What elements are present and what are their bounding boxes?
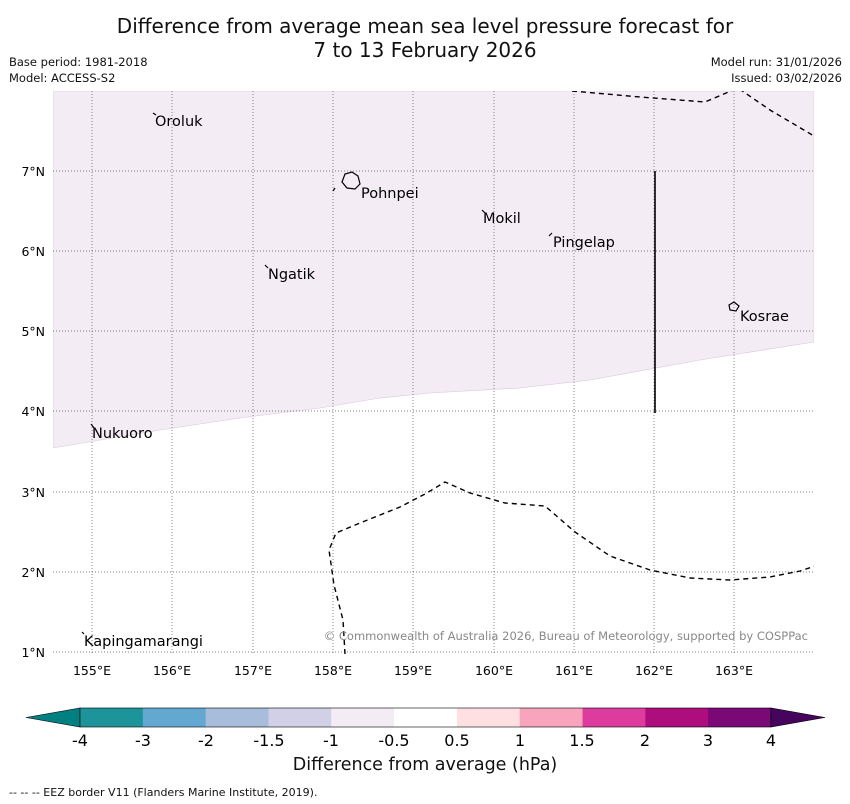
place-label: Nukuoro [92,426,153,442]
colorbar-extend-low [25,707,81,728]
colorbar-swatch [331,708,395,727]
meta-left: Base period: 1981-2018 Model: ACCESS-S2 [9,54,148,86]
lon-label: 161°E [555,663,593,678]
lat-label: 4°N [21,404,45,419]
lat-label: 5°N [21,324,45,339]
negative-anomaly-region [53,91,814,449]
place-label: Mokil [483,211,521,227]
colorbar-tick: -4 [72,731,88,750]
place-label: Pingelap [553,235,615,251]
colorbar-tick: 1 [515,731,525,750]
place-label: Ngatik [268,267,316,283]
colorbar-swatches [25,707,826,728]
lon-label: 163°E [715,663,753,678]
colorbar-swatch [582,708,646,727]
model-name: Model: ACCESS-S2 [9,71,116,85]
lat-label: 2°N [21,565,45,580]
colorbar-tick: -1 [323,731,339,750]
place-labels: Oroluk Pohnpei Mokil Pingelap Ngatik Kos… [84,114,789,650]
copyright-notice: © Commonwealth of Australia 2026, Bureau… [324,629,808,643]
colorbar-swatch [708,708,772,727]
colorbar-tick: 4 [766,731,776,750]
lat-label: 7°N [21,164,45,179]
colorbar-tick: 1.5 [569,731,594,750]
place-label: Oroluk [155,114,203,130]
lat-label: 1°N [21,645,45,660]
place-label: Pohnpei [361,186,419,202]
oroluk-atoll [152,112,157,116]
colorbar-tick: -0.5 [378,731,409,750]
nukuoro-atoll [90,423,95,429]
chart-title: Difference from average mean sea level p… [0,14,850,62]
eez-footnote: -- -- -- EEZ border V11 (Flanders Marine… [9,786,318,799]
lon-axis-labels: 155°E 156°E 157°E 158°E 159°E 160°E 161°… [73,663,753,678]
lat-gridlines [53,170,814,653]
lat-label: 6°N [21,244,45,259]
lat-label: 3°N [21,485,45,500]
colorbar-extend-high [770,707,826,728]
lat-axis-labels: 7°N 6°N 5°N 4°N 3°N 2°N 1°N [21,164,45,660]
lon-label: 157°E [234,663,272,678]
eez-borders [328,91,814,654]
colorbar-swatch [205,708,269,727]
colorbar-swatch [519,708,584,727]
mokil-atoll [481,209,486,214]
colorbar-swatch [456,708,521,727]
lon-gridlines [91,91,735,654]
island-outlines [81,112,740,635]
base-period: Base period: 1981-2018 [9,55,148,69]
meta-right: Model run: 31/01/2026 Issued: 03/02/2026 [711,54,842,86]
colorbar-swatch [268,708,332,727]
model-run: Model run: 31/01/2026 [710,55,842,69]
lon-label: 160°E [475,663,513,678]
colorbar-tick: 2 [640,731,650,750]
colorbar-swatch [394,708,458,727]
title-line-2: 7 to 13 February 2026 [313,38,537,62]
colorbar-ticks: -4 -3 -2 -1.5 -1 -0.5 0.5 1 1.5 2 3 4 [72,731,776,750]
lon-label: 159°E [394,663,432,678]
colorbar-swatch [80,708,144,727]
lon-label: 156°E [153,663,191,678]
issued-date: Issued: 03/02/2026 [731,71,842,85]
colorbar-label: Difference from average (hPa) [292,755,558,775]
colorbar-tick: -2 [198,731,214,750]
place-label: Kosrae [740,309,789,325]
colorbar-tick: -1.5 [253,731,284,750]
title-line-1: Difference from average mean sea level p… [116,14,734,38]
colorbar-tick: 3 [703,731,713,750]
kapingamarangi-atoll [81,631,85,635]
colorbar: -4 -3 -2 -1.5 -1 -0.5 0.5 1 1.5 2 3 4 [25,707,826,750]
lon-label: 158°E [314,663,352,678]
pohnpei-island [341,171,361,190]
pingelap-atoll [548,232,553,237]
place-label: Kapingamarangi [84,634,203,650]
colorbar-swatch [645,708,709,727]
lon-label: 155°E [73,663,111,678]
kosrae-island [728,301,740,312]
ant-atoll [332,187,336,192]
colorbar-tick: -3 [135,731,151,750]
lon-label: 162°E [635,663,673,678]
ngatik-atoll [264,264,269,269]
colorbar-tick: 0.5 [444,731,469,750]
map-panel: Oroluk Pohnpei Mokil Pingelap Ngatik Kos… [21,91,814,678]
colorbar-swatch [142,708,207,727]
